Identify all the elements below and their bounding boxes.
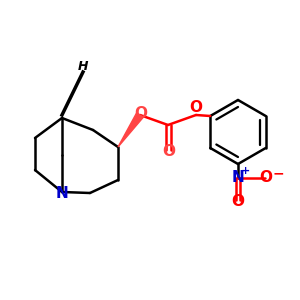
Text: O: O: [163, 143, 176, 158]
Text: O: O: [134, 106, 148, 122]
Polygon shape: [118, 113, 143, 147]
Text: H: H: [78, 61, 88, 74]
Text: O: O: [232, 194, 244, 208]
Text: N: N: [56, 185, 68, 200]
Text: O: O: [260, 170, 272, 185]
Text: +: +: [240, 166, 250, 176]
Text: N: N: [232, 170, 244, 185]
Text: O: O: [190, 100, 202, 115]
Text: −: −: [272, 166, 284, 180]
